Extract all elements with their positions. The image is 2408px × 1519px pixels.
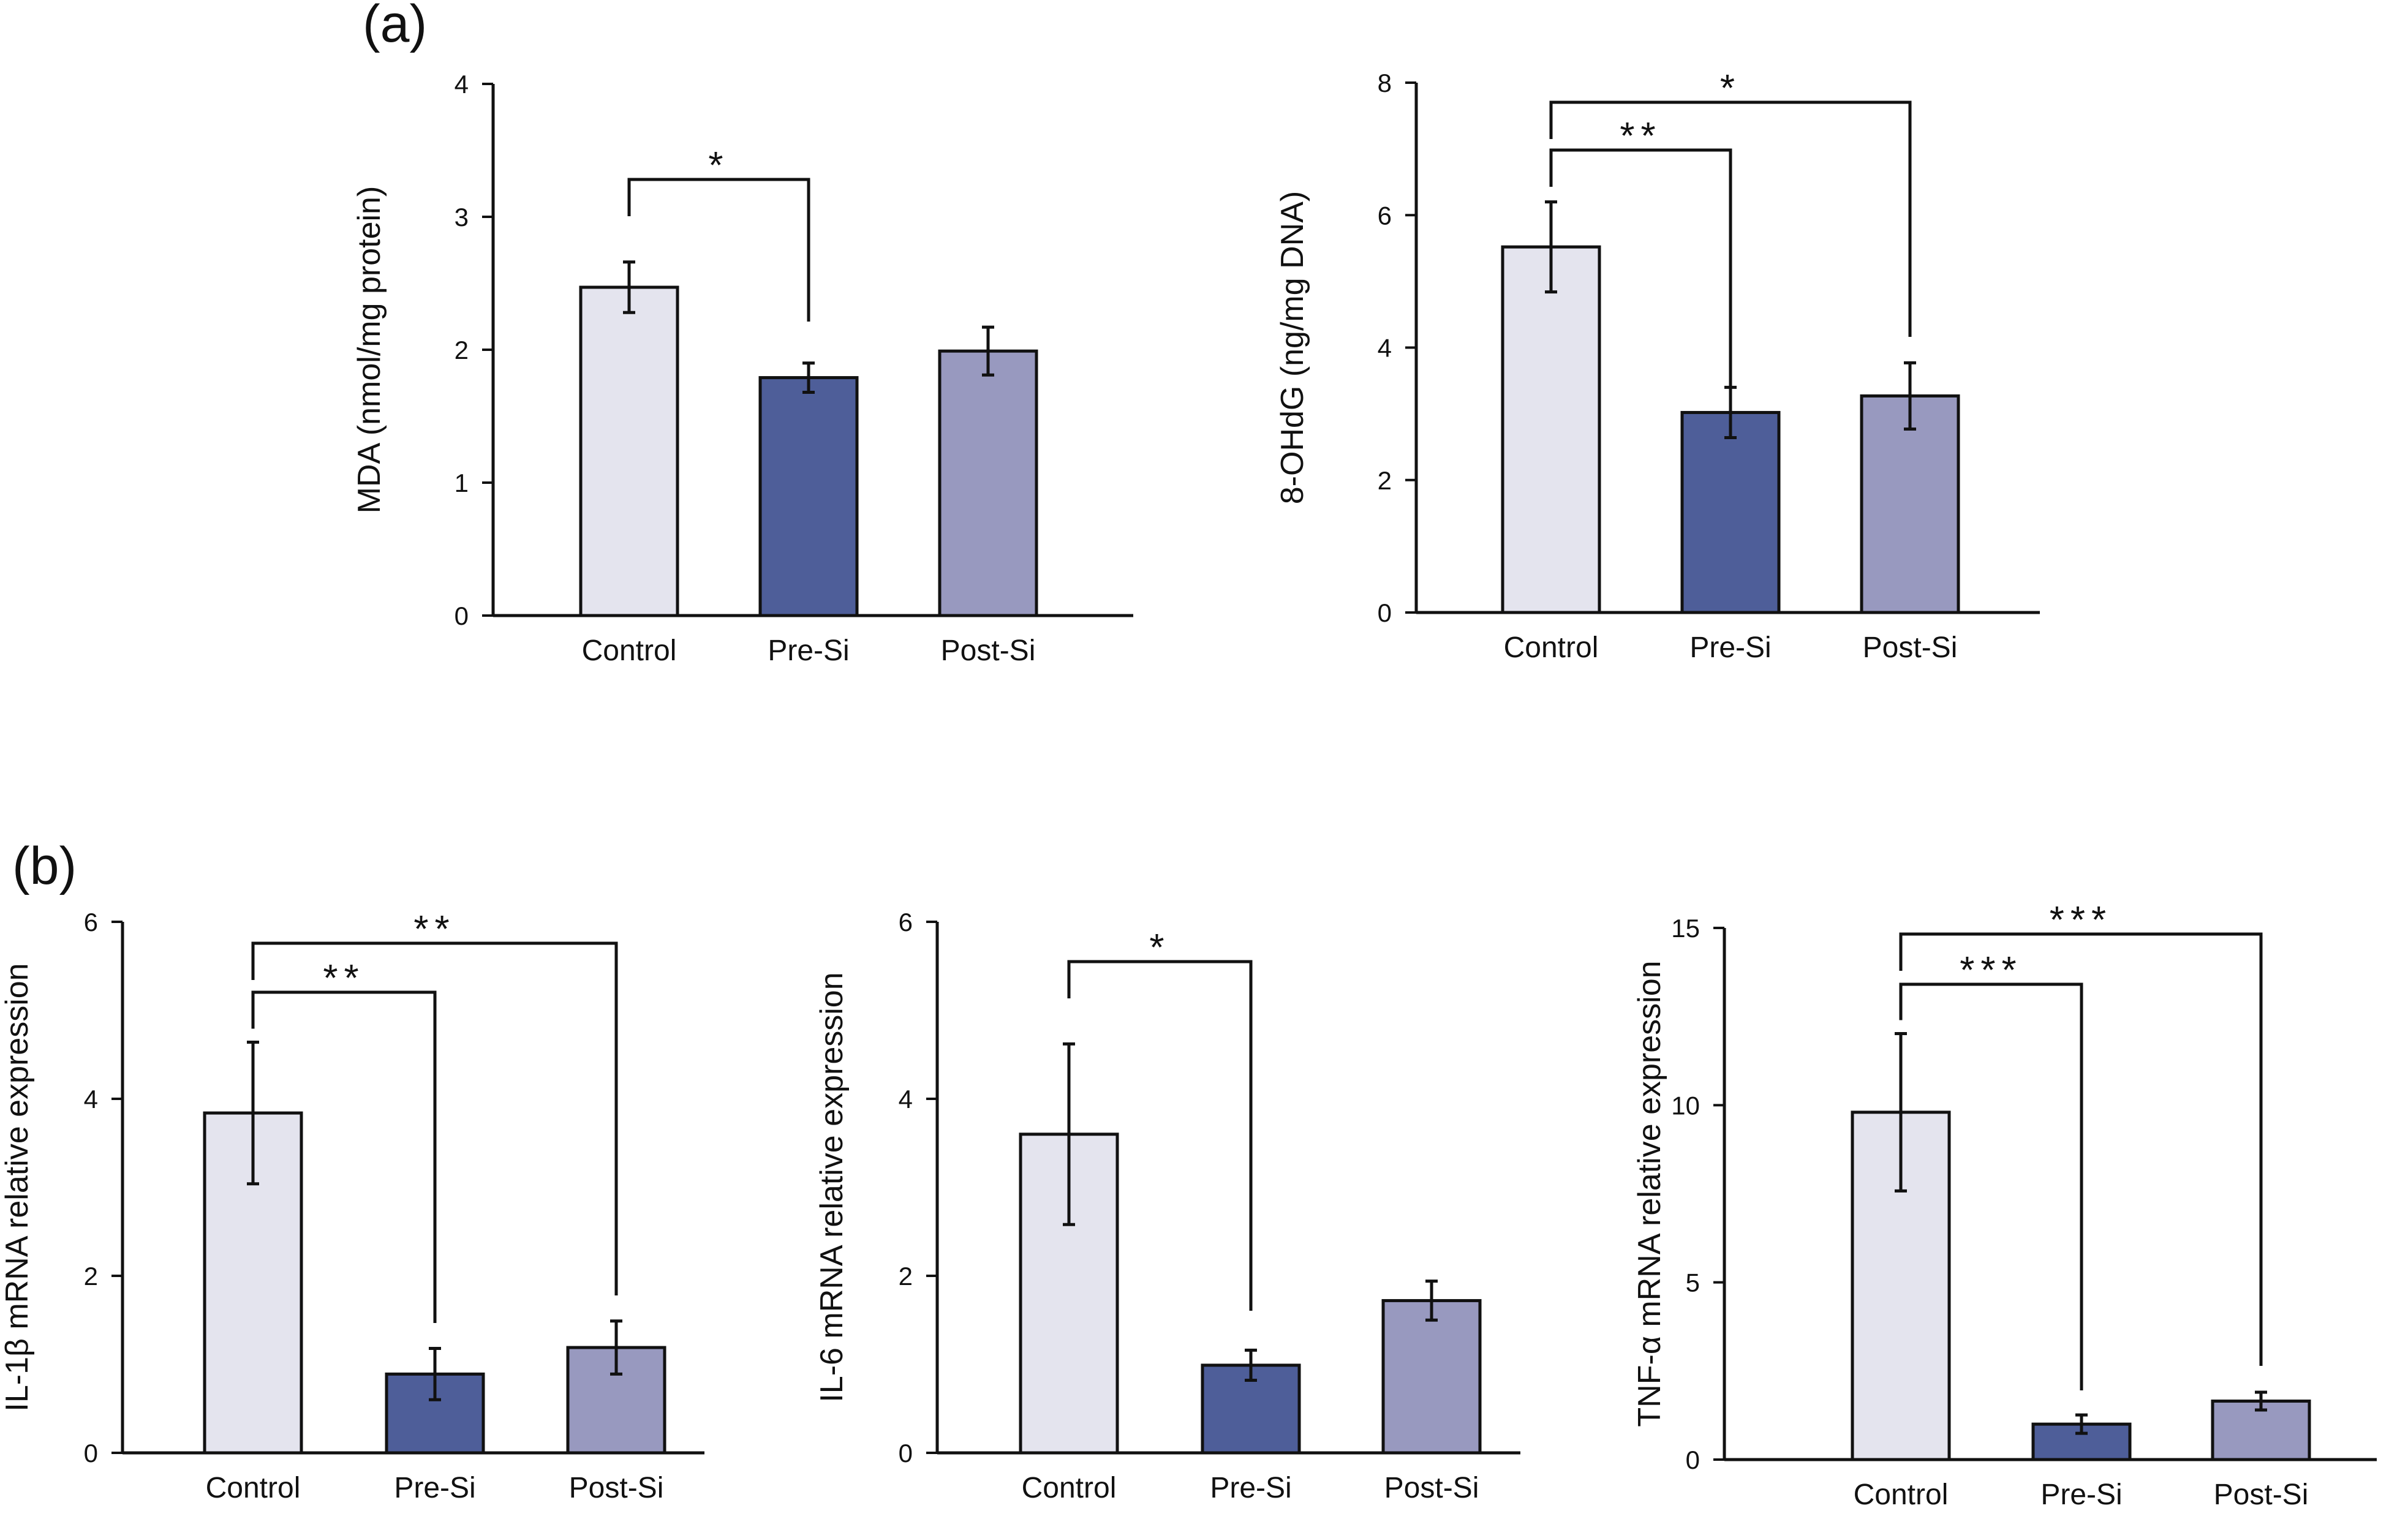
x-tick-label-post-si: Post-Si bbox=[2214, 1479, 2309, 1511]
significance-bracket bbox=[251, 990, 437, 1323]
y-tick-label: 5 bbox=[1686, 1268, 1700, 1297]
y-tick-label: 6 bbox=[84, 908, 98, 937]
y-tick-label: 8 bbox=[1378, 69, 1392, 97]
y-tick-label: 0 bbox=[1378, 598, 1392, 627]
bar-post-si bbox=[1381, 1298, 1482, 1455]
y-tick-label: 3 bbox=[455, 203, 469, 232]
significance-label: ** bbox=[323, 957, 364, 1000]
y-tick-label: 6 bbox=[1378, 201, 1392, 230]
x-tick-label-pre-si: Pre-Si bbox=[1210, 1472, 1291, 1504]
y-axis-title: MDA (nmol/mg protein) bbox=[352, 186, 387, 514]
x-tick-label-control: Control bbox=[1854, 1479, 1949, 1511]
y-tick-label: 0 bbox=[1686, 1446, 1700, 1474]
bar-control bbox=[579, 285, 679, 617]
x-tick-label-post-si: Post-Si bbox=[941, 635, 1036, 667]
significance-label: ** bbox=[413, 908, 455, 951]
y-tick-label: 15 bbox=[1671, 914, 1700, 943]
x-tick-label-post-si: Post-Si bbox=[569, 1472, 664, 1504]
significance-bracket bbox=[1899, 932, 2263, 1366]
bar-post-si bbox=[938, 349, 1038, 617]
y-tick-label: 4 bbox=[1378, 334, 1392, 363]
y-tick-label: 0 bbox=[899, 1439, 913, 1468]
significance-label: *** bbox=[2050, 899, 2112, 941]
x-tick-label-pre-si: Pre-Si bbox=[2040, 1479, 2122, 1511]
significance-bracket bbox=[627, 178, 810, 322]
y-axis-title: 8-OHdG (ng/mg DNA) bbox=[1275, 191, 1310, 504]
significance-label: * bbox=[708, 145, 729, 187]
y-tick-label: 2 bbox=[84, 1262, 98, 1291]
x-tick-label-control: Control bbox=[582, 635, 677, 667]
y-tick-label: 2 bbox=[455, 336, 469, 364]
y-axis-title: IL-6 mRNA relative expression bbox=[814, 972, 850, 1402]
x-tick-label-post-si: Post-Si bbox=[1384, 1472, 1479, 1504]
y-tick-label: 4 bbox=[84, 1085, 98, 1114]
x-tick-label-post-si: Post-Si bbox=[1863, 631, 1958, 664]
y-tick-label: 4 bbox=[899, 1085, 913, 1114]
y-tick-label: 0 bbox=[455, 601, 469, 630]
panel-label-b: (b) bbox=[12, 837, 77, 895]
x-tick-label-pre-si: Pre-Si bbox=[1689, 631, 1771, 664]
x-tick-label-control: Control bbox=[206, 1472, 301, 1504]
significance-label: * bbox=[1720, 67, 1741, 110]
y-tick-label: 2 bbox=[1378, 466, 1392, 495]
significance-label: ** bbox=[1620, 115, 1661, 157]
significance-bracket bbox=[1549, 100, 1912, 337]
y-axis-title: IL-1β mRNA relative expression bbox=[0, 963, 35, 1411]
y-tick-label: 10 bbox=[1671, 1091, 1700, 1120]
bar-control bbox=[1501, 245, 1601, 614]
y-tick-label: 2 bbox=[899, 1262, 913, 1291]
y-axis-title: TNF-α mRNA relative expression bbox=[1632, 960, 1667, 1427]
significance-label: * bbox=[1149, 927, 1170, 969]
panel-label-a: (a) bbox=[363, 0, 428, 53]
x-tick-label-pre-si: Pre-Si bbox=[394, 1472, 475, 1504]
x-tick-label-control: Control bbox=[1022, 1472, 1117, 1504]
significance-label: *** bbox=[1960, 949, 2022, 992]
y-tick-label: 0 bbox=[84, 1439, 98, 1468]
x-tick-label-control: Control bbox=[1504, 631, 1599, 664]
significance-bracket bbox=[1549, 148, 1732, 386]
y-tick-label: 1 bbox=[455, 469, 469, 497]
bar-pre-si bbox=[758, 376, 859, 617]
significance-bracket bbox=[1067, 960, 1253, 1311]
y-tick-label: 6 bbox=[899, 908, 913, 937]
y-tick-label: 4 bbox=[455, 70, 469, 99]
significance-bracket bbox=[1899, 982, 2083, 1390]
x-tick-label-pre-si: Pre-Si bbox=[768, 635, 849, 667]
significance-bracket bbox=[251, 941, 618, 1295]
